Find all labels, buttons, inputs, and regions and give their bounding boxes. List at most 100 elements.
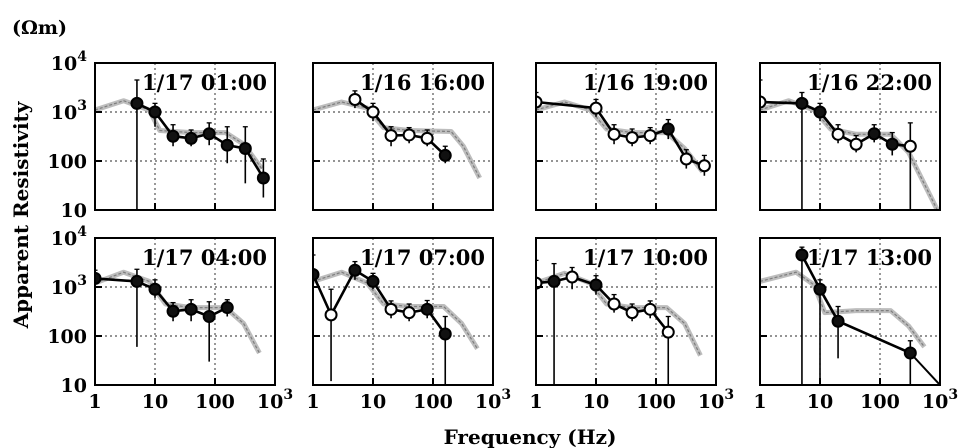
panel-title: 1/17 01:00 (142, 70, 267, 95)
panel-title: 1/16 22:00 (807, 70, 932, 95)
data-point (661, 325, 675, 339)
chart-panel-2: 1/16 16:00 (312, 62, 494, 211)
data-point (903, 139, 917, 153)
data-point (885, 137, 899, 151)
x-tick-label: 100 (860, 391, 900, 413)
data-point (589, 278, 603, 292)
data-point (348, 92, 362, 106)
data-point (220, 138, 234, 152)
data-point (697, 159, 711, 173)
y-axis-label: Apparent Resistivity (9, 100, 33, 329)
x-tick-label: 10 (583, 391, 609, 413)
panel-title: 1/17 10:00 (583, 245, 708, 270)
data-point (420, 302, 434, 316)
y-tick-label: 100 (47, 326, 87, 348)
x-tick-label: 103 (698, 387, 734, 413)
chart-panel-8: 1/17 13:00 1 10 100 103 (753, 237, 958, 413)
panel-frame (312, 62, 494, 211)
data-point (867, 127, 881, 141)
plot-area (760, 246, 940, 385)
plot-area (95, 268, 262, 362)
data-point (166, 304, 180, 318)
panel-frame (535, 237, 717, 386)
x-tick-label: 1 (88, 391, 101, 413)
panel-frame (759, 237, 941, 386)
data-point (348, 263, 362, 277)
y-tick-label: 103 (51, 273, 87, 299)
panel-title: 1/16 16:00 (360, 70, 485, 95)
data-point (679, 152, 693, 166)
data-point (324, 308, 338, 322)
plot-area (760, 79, 940, 210)
data-point (831, 314, 845, 328)
plot-area (95, 79, 270, 210)
data-point (536, 276, 543, 290)
model-curve (95, 271, 260, 354)
y-tick-label: 104 (51, 224, 87, 250)
data-point (130, 274, 144, 288)
panel-title: 1/17 13:00 (807, 245, 932, 270)
y-tick-label: 104 (51, 49, 87, 75)
panel-frame (759, 62, 941, 211)
data-point (220, 301, 234, 315)
chart-panel-4: 1/16 22:00 (759, 62, 941, 211)
data-point (184, 131, 198, 145)
panel-frame (535, 62, 717, 211)
x-tick-label: 103 (257, 387, 293, 413)
panel-title: 1/17 04:00 (142, 245, 267, 270)
model-curve-band (536, 270, 703, 357)
data-point (849, 137, 863, 151)
data-point (795, 96, 809, 110)
plot-area (536, 259, 703, 385)
chart-panel-1: 1/17 01:00 10 100 103 104 (47, 49, 276, 222)
y-tick-label: 103 (51, 98, 87, 124)
plot-area (313, 90, 482, 180)
panel-title: 1/16 19:00 (583, 70, 708, 95)
data-point (795, 248, 809, 262)
plot-area (313, 254, 480, 385)
data-point (202, 127, 216, 141)
data-point (95, 271, 102, 285)
data-point (256, 171, 270, 185)
data-point (643, 302, 657, 316)
data-point (313, 267, 320, 281)
data-point (438, 148, 452, 162)
x-tick-label: 10 (142, 391, 168, 413)
panel-frame (94, 237, 276, 386)
data-point (202, 310, 216, 324)
x-tick-label: 103 (922, 387, 958, 413)
model-curve (536, 101, 704, 173)
x-tick-label: 1 (529, 391, 542, 413)
fit-line (801, 254, 940, 385)
data-point (366, 274, 380, 288)
panel-frame (94, 62, 276, 211)
data-point (438, 327, 452, 341)
data-point (384, 129, 398, 143)
data-point (130, 96, 144, 110)
data-point (384, 302, 398, 316)
y-tick-label: 100 (47, 151, 87, 173)
data-point (402, 306, 416, 320)
data-point (148, 105, 162, 119)
data-point (607, 127, 621, 141)
panel-frame (312, 237, 494, 386)
x-tick-label: 1 (753, 391, 766, 413)
x-tick-label: 1 (306, 391, 319, 413)
data-point (813, 282, 827, 296)
x-tick-label: 10 (807, 391, 833, 413)
data-point (625, 131, 639, 145)
data-point (238, 141, 252, 155)
unit-label: (Ωm) (12, 17, 67, 39)
model-curve-band (313, 99, 482, 180)
chart-panel-6: 1/17 07:00 1 10 100 103 (306, 237, 511, 413)
data-point (831, 127, 845, 141)
data-point (536, 95, 543, 109)
data-point (813, 105, 827, 119)
x-tick-label: 100 (636, 391, 676, 413)
data-point (166, 129, 180, 143)
data-point (625, 306, 639, 320)
data-point (643, 129, 657, 143)
y-tick-label: 10 (61, 200, 87, 222)
data-point (547, 274, 561, 288)
y-tick-label: 10 (61, 375, 87, 397)
